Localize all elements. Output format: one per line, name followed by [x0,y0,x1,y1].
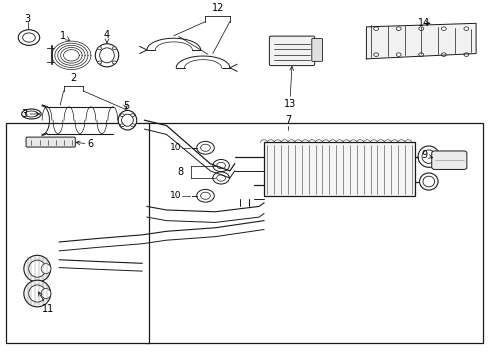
Circle shape [196,141,214,154]
Circle shape [22,33,35,42]
Ellipse shape [421,150,435,163]
Ellipse shape [24,255,51,282]
Text: 10: 10 [169,143,181,152]
Ellipse shape [41,264,51,274]
Circle shape [120,114,124,117]
Circle shape [200,192,210,199]
Circle shape [373,27,378,31]
Circle shape [395,53,400,57]
Ellipse shape [29,285,46,302]
Text: 3: 3 [21,109,40,119]
Ellipse shape [422,176,434,187]
Text: 2: 2 [70,73,76,83]
Circle shape [418,27,423,31]
Ellipse shape [95,44,119,67]
Circle shape [120,124,124,127]
Text: 7: 7 [285,115,291,125]
Text: 13: 13 [283,67,295,109]
Text: 10: 10 [169,191,181,200]
Circle shape [216,175,225,181]
FancyBboxPatch shape [431,151,466,170]
Circle shape [98,47,102,50]
Circle shape [200,144,210,151]
Bar [264,143,414,196]
Text: 12: 12 [211,3,224,13]
Circle shape [212,172,229,184]
Circle shape [130,124,134,127]
Ellipse shape [419,173,437,190]
Circle shape [130,114,134,117]
Ellipse shape [417,146,439,167]
Circle shape [216,162,225,169]
Ellipse shape [122,114,133,126]
Text: 1: 1 [60,31,69,41]
Circle shape [196,189,214,202]
Ellipse shape [29,260,46,277]
Bar [5,123,149,343]
Circle shape [112,61,116,64]
Circle shape [212,159,229,172]
Ellipse shape [21,109,41,119]
Circle shape [441,27,446,31]
Circle shape [463,27,468,31]
Text: 4: 4 [104,30,110,43]
Ellipse shape [41,289,51,298]
Text: 3: 3 [24,14,31,24]
Circle shape [98,61,102,64]
Text: 11: 11 [39,292,55,314]
Circle shape [112,47,116,50]
Ellipse shape [25,111,38,117]
Circle shape [373,53,378,57]
Circle shape [18,30,40,45]
Ellipse shape [24,280,51,307]
Text: 8: 8 [177,167,183,177]
Text: 6: 6 [76,139,93,149]
Text: 5: 5 [122,101,129,111]
Bar [144,123,483,343]
Circle shape [441,53,446,57]
Polygon shape [366,23,475,59]
Text: 14: 14 [417,18,429,28]
FancyBboxPatch shape [269,36,314,66]
FancyBboxPatch shape [26,137,75,147]
Ellipse shape [118,111,137,130]
Circle shape [395,27,400,31]
Ellipse shape [100,48,114,63]
FancyBboxPatch shape [311,39,322,61]
Circle shape [418,53,423,57]
Circle shape [463,53,468,57]
Text: 9: 9 [420,150,432,160]
